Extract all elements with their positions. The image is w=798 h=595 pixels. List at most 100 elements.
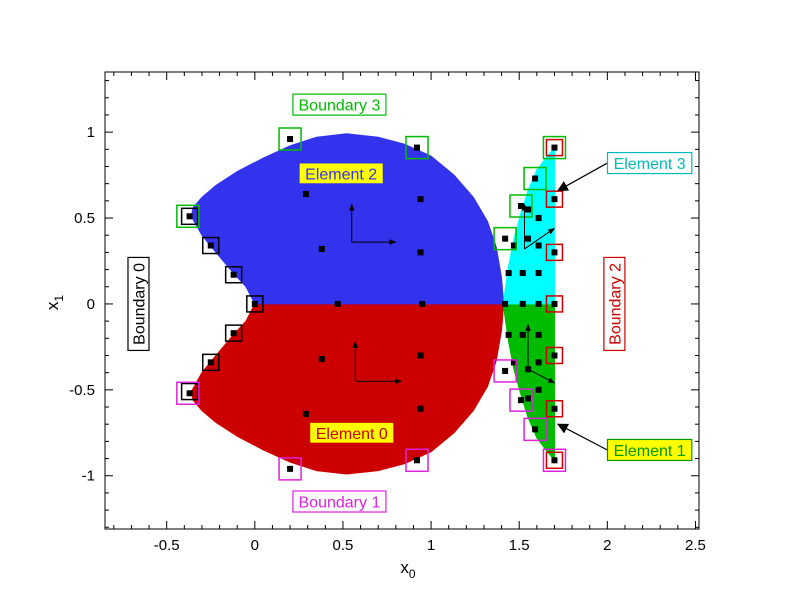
boundary-0-marker (202, 353, 220, 372)
boundary-1-marker (278, 457, 302, 481)
boundary-1-label: Boundary 1 (292, 490, 387, 513)
mesh-node (207, 242, 214, 249)
x-tick-label: 0.5 (333, 537, 354, 554)
y-tick-label: 0 (87, 296, 95, 313)
x-tick-label: 0 (251, 537, 259, 554)
y-axis-label-subscript: 1 (52, 295, 66, 302)
boundary-3-marker (523, 166, 547, 191)
boundary-3-marker (176, 204, 200, 229)
element-0-label: Element 0 (309, 421, 395, 444)
element-fills (190, 133, 555, 475)
boundary-0-label-text: Boundary 0 (131, 263, 148, 345)
mesh-node (230, 271, 237, 278)
mesh-node (318, 355, 325, 362)
mesh-node (419, 300, 426, 307)
mesh-node (517, 203, 524, 210)
element-0-label-box (309, 421, 395, 444)
boundary-2-marker (545, 243, 564, 262)
element-1-label-box (606, 438, 693, 462)
mesh-node (551, 405, 558, 412)
mesh-node (334, 300, 341, 307)
boundary-0-label: Boundary 0 (127, 256, 150, 352)
mesh-node (551, 457, 558, 464)
mesh-node (519, 300, 526, 307)
y-tick-label: -1 (82, 468, 95, 485)
axes-frame: -0.5 0 0.5 1 1.5 2 2.5 1 0.5 0 -0.5 -1 x0 x1 (43, 71, 706, 581)
boundary-0-marker (224, 265, 243, 284)
x-tick-label: 2 (603, 537, 611, 554)
local-axis-arrows (348, 162, 608, 451)
mesh-node (551, 196, 558, 203)
mesh-node (318, 245, 325, 252)
mesh-node (551, 144, 558, 151)
boundary-1-label-box (292, 490, 387, 513)
mesh-node (532, 175, 539, 182)
element-2-region (190, 133, 504, 305)
boundary-1-label-text: Boundary 1 (299, 495, 381, 512)
boundary-3-marker (542, 135, 567, 160)
boundary-2-label: Boundary 2 (603, 256, 626, 352)
mesh-node (502, 367, 509, 374)
mesh-node (535, 215, 542, 222)
mesh-node (207, 359, 214, 366)
boundary-markers (176, 127, 567, 481)
element-2-label: Element 2 (298, 162, 384, 185)
mesh-nodes (186, 136, 558, 472)
boundary-1-marker (542, 448, 567, 473)
boundary-0-marker (202, 236, 220, 255)
mesh-node (535, 386, 542, 393)
x-tick-label: 2.5 (685, 537, 706, 554)
mesh-node (502, 300, 509, 307)
mesh-node (417, 196, 424, 203)
boundary-1-marker (405, 448, 429, 473)
boundary-1-marker (176, 381, 200, 406)
mesh-node (502, 235, 509, 242)
y-tick-label: 1 (87, 124, 95, 141)
boundary-3-marker (405, 135, 429, 160)
boundary-1-marker (509, 388, 533, 412)
x-tick-label: 1.5 (509, 537, 530, 554)
boundary-3-label-box (292, 93, 387, 116)
mesh-node (517, 397, 524, 404)
boundary-2-marker (545, 346, 564, 365)
boundary-2-label-text: Boundary 2 (607, 263, 624, 345)
mesh-node (417, 352, 424, 359)
boundary-0-marker (246, 295, 264, 313)
boundary-0-marker (180, 207, 199, 226)
element-1-label-text: Element 1 (614, 443, 686, 460)
boundary-2-marker (545, 451, 564, 470)
element-1-callout-arrow (557, 423, 608, 451)
mesh-node (532, 426, 539, 433)
mesh-node (251, 300, 258, 307)
mesh-node (535, 331, 542, 338)
element-3-callout-arrow (557, 162, 608, 192)
x-axis-label: x0 (400, 558, 416, 581)
boundary-3-label-text: Boundary 3 (299, 98, 381, 115)
y-axis-label: x1 (43, 295, 66, 311)
boundary-3-marker (509, 194, 533, 218)
mesh-node (535, 270, 542, 277)
boundary-1-marker (523, 417, 547, 442)
y-tick-label: -0.5 (69, 382, 95, 399)
element-0-region (190, 303, 504, 475)
element-3-label: Element 3 (606, 151, 693, 175)
mesh-node (505, 270, 512, 277)
annotation-labels: Boundary 0 Boundary 1 Boundary 2 Boundary 3… (127, 93, 693, 513)
mesh-node (551, 300, 558, 307)
mesh-node (525, 206, 532, 213)
y-tick-label: 0.5 (74, 210, 95, 227)
element-2-label-box (298, 162, 384, 185)
mesh-node (413, 457, 420, 464)
mesh-node (413, 144, 420, 151)
boundary-3-marker (493, 226, 517, 251)
element-3-label-text: Element 3 (614, 156, 686, 173)
mesh-node (186, 213, 193, 220)
boundary-1-marker (493, 359, 517, 383)
boundary-2-marker (545, 138, 564, 157)
boundary-3-marker (278, 127, 302, 151)
mesh-node (510, 359, 517, 366)
mesh-node (230, 330, 237, 337)
boundary-0-marker (180, 382, 199, 401)
mesh-node (519, 331, 526, 338)
